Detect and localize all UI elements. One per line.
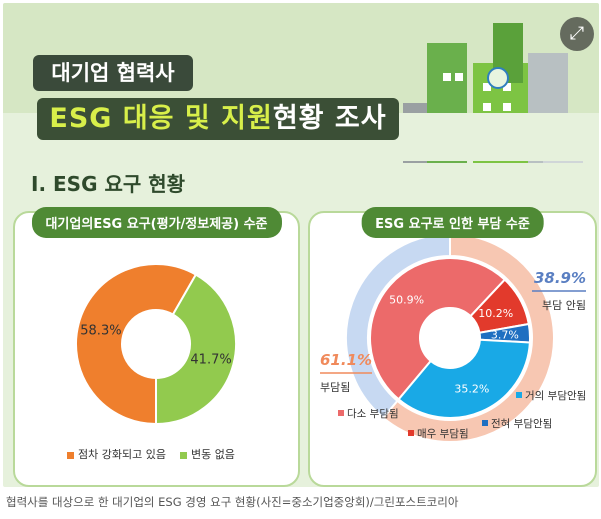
legend-swatch (67, 451, 74, 459)
chart-panel-demand: 대기업의ESG 요구(평가/정보제공) 수준 58.3% 41.7% 점차 강화되… (13, 207, 300, 487)
chart-title-burden: ESG 요구로 인한 부담 수준 (361, 207, 544, 238)
expand-arrows-icon[interactable]: ⤢ (560, 17, 594, 51)
title-highlight: ESG 대응 및 지원 (49, 103, 273, 134)
legend-label: 점차 강화되고 있음 (78, 448, 166, 461)
legend-label: 변동 없음 (190, 448, 235, 461)
legend-label-0: 다소 부담됨 (347, 408, 399, 420)
legend-label-1: 매우 부담됨 (417, 428, 469, 440)
photo-caption: 협력사를 대상으로 한 대기업의 ESG 경영 요구 현황(사진=중소기업중앙회… (6, 495, 459, 509)
legend-label-3: 거의 부담안됨 (525, 390, 586, 402)
inner-value-label-2: 3.7% (491, 329, 519, 342)
legend-swatch-1 (408, 430, 414, 436)
demand-slice-0 (75, 263, 198, 426)
legend-swatch-3 (516, 392, 522, 398)
section-heading: Ⅰ. ESG 요구 현황 (31, 172, 186, 196)
hero-banner: ⤢ 대기업 협력사 ESG 대응 및 지원현황 조사 Ⅰ. ESG 요구 현황 (3, 3, 599, 196)
legend-label-2: 전혀 부담안됨 (491, 418, 552, 430)
value-label-1: 41.7% (190, 353, 231, 368)
burden-inner-slice-0 (369, 257, 507, 401)
chart-panel-burden: ESG 요구로 인한 부담 수준 50.9% 10.2% 3.7% 35.2% 61.1… (308, 207, 597, 487)
legend-swatch (179, 451, 187, 459)
inner-value-label-1: 10.2% (478, 307, 513, 320)
title-rest: 현황 조사 (272, 103, 387, 134)
main-title: ESG 대응 및 지원현황 조사 (37, 98, 399, 140)
legend-demand: 점차 강화되고 있음 변동 없음 (67, 446, 235, 462)
legend-swatch-0 (338, 410, 344, 416)
outer-value-label-0: 61.1% (320, 351, 372, 369)
outer-label-1: 부담 안됨 (542, 299, 586, 312)
chart-title-demand: 대기업의ESG 요구(평가/정보제공) 수준 (31, 207, 282, 238)
legend-swatch-2 (482, 420, 488, 426)
burden-inner-slice-3 (397, 338, 531, 419)
inner-value-label-0: 50.9% (389, 294, 424, 307)
donut-chart-demand: 58.3% 41.7% (75, 263, 237, 426)
nested-donut-chart-burden: 50.9% 10.2% 3.7% 35.2% 61.1% 부담됨 38.9% 부담 안됨다소 … (320, 232, 586, 443)
value-label-0: 58.3% (80, 323, 121, 338)
outer-label-0: 부담됨 (320, 381, 350, 394)
infographic-frame: ⤢ 대기업 협력사 ESG 대응 및 지원현황 조사 Ⅰ. ESG 요구 현황 … (3, 3, 599, 487)
outer-value-label-1: 38.9% (534, 269, 586, 287)
burden-outer-slice-0 (381, 232, 555, 443)
badge-small: 대기업 협력사 (33, 55, 193, 91)
demand-slice-1 (155, 273, 237, 426)
inner-value-label-3: 35.2% (454, 382, 489, 395)
